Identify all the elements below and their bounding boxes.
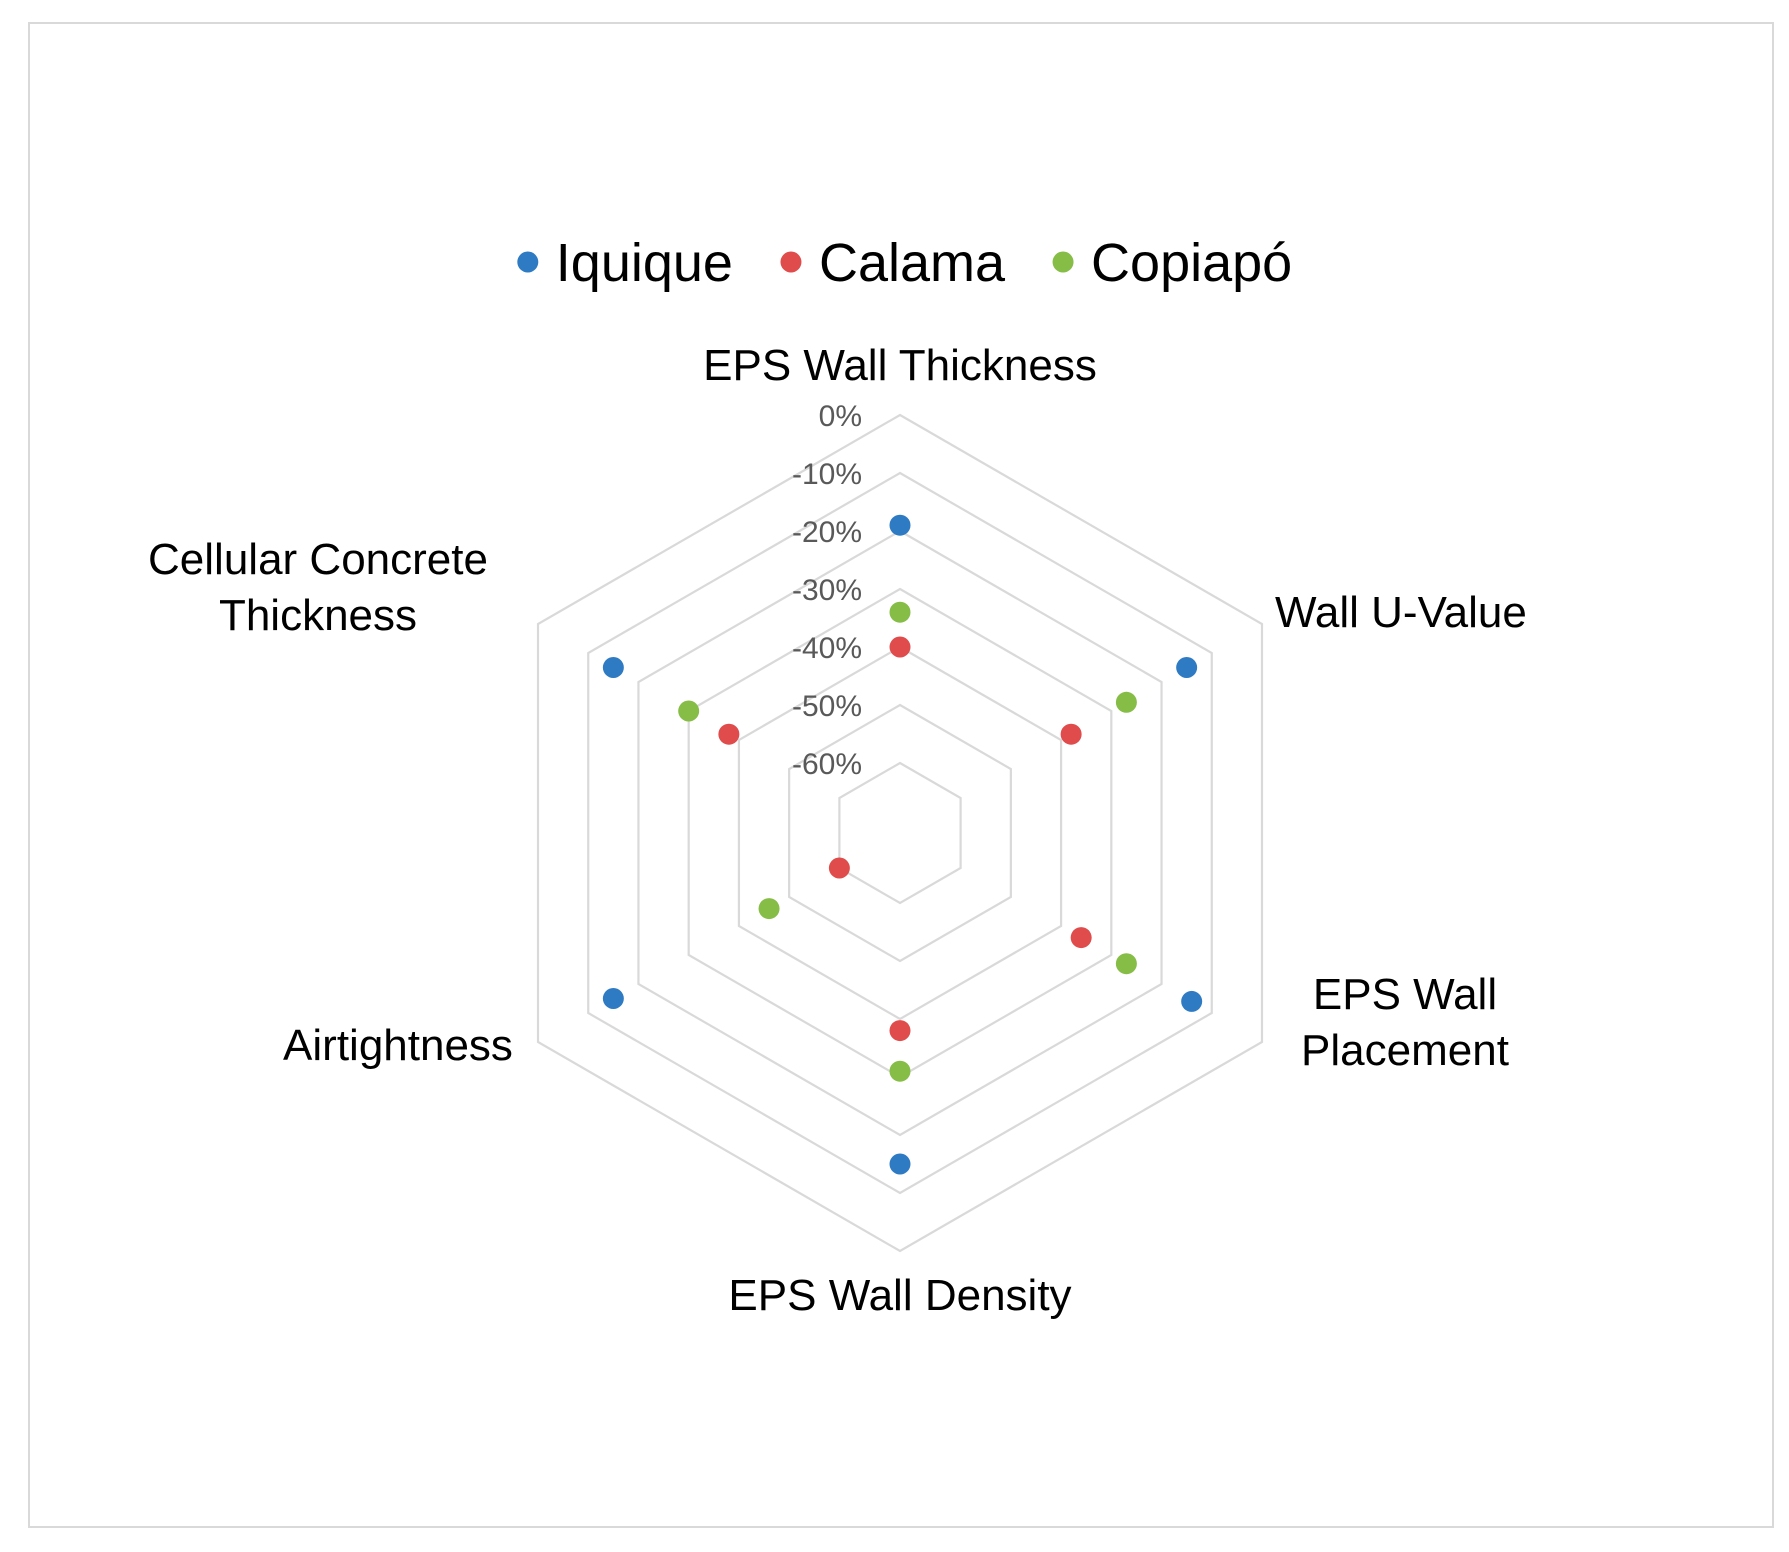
axis-label: EPS Wall Density [728, 1271, 1071, 1320]
data-points [602, 514, 1203, 1175]
axis-label: Wall U-Value [1275, 588, 1527, 637]
grid-ring [536, 413, 1264, 1253]
data-point-iquique [889, 1153, 911, 1175]
legend-item-calama: Calama [780, 233, 1006, 293]
tick-label: -20% [792, 516, 862, 549]
grid-ring [637, 529, 1163, 1137]
data-point-iquique [602, 657, 624, 678]
data-point-copiapó [678, 700, 700, 722]
data-point-iquique [1181, 990, 1203, 1012]
data-point-copiapó [1115, 953, 1137, 975]
data-point-calama [1070, 927, 1092, 949]
data-point-calama [718, 723, 740, 745]
data-point-copiapó [1115, 691, 1137, 713]
legend-marker [1052, 251, 1074, 273]
axis-label: EPS Wall Thickness [703, 341, 1097, 390]
grid-ring [838, 761, 962, 905]
tick-label: 0% [819, 400, 862, 433]
legend-label: Calama [819, 233, 1006, 293]
tick-labels: 0% -10% -20% -30% -40% -50% -60% [792, 400, 862, 781]
radar-grid [536, 413, 1264, 1253]
tick-label: -50% [792, 690, 862, 723]
data-point-calama [889, 1020, 911, 1042]
chart-frame [28, 22, 1774, 1528]
legend: Iquique Calama Copiapó [517, 233, 1292, 293]
tick-label: -40% [792, 632, 862, 665]
tick-label: -10% [792, 458, 862, 491]
grid-ring [788, 703, 1012, 963]
data-point-calama [828, 857, 850, 879]
axis-label: Airtightness [283, 1021, 513, 1070]
data-point-copiapó [889, 601, 911, 623]
data-point-calama [889, 636, 911, 658]
axis-label: Cellular Concrete Thickness [148, 535, 488, 640]
grid-ring [737, 645, 1063, 1021]
legend-label: Copiapó [1091, 233, 1292, 293]
legend-item-iquique: Iquique [517, 233, 733, 293]
data-point-iquique [1176, 657, 1198, 678]
grid-ring [687, 587, 1113, 1079]
tick-label: -60% [792, 748, 862, 781]
tick-label: -30% [792, 574, 862, 607]
axis-labels: EPS Wall Thickness Wall U-Value EPS Wall Pl… [148, 341, 1527, 1320]
legend-marker [780, 251, 802, 273]
data-point-calama [1060, 723, 1082, 745]
data-point-iquique [889, 514, 911, 536]
data-point-iquique [602, 988, 624, 1009]
data-point-copiapó [758, 898, 780, 920]
data-point-copiapó [889, 1060, 911, 1082]
legend-label: Iquique [556, 233, 733, 293]
axis-label: EPS Wall Placement [1301, 970, 1509, 1075]
legend-item-copiapó: Copiapó [1052, 233, 1292, 293]
legend-marker [517, 251, 539, 273]
grid-ring [587, 471, 1213, 1195]
